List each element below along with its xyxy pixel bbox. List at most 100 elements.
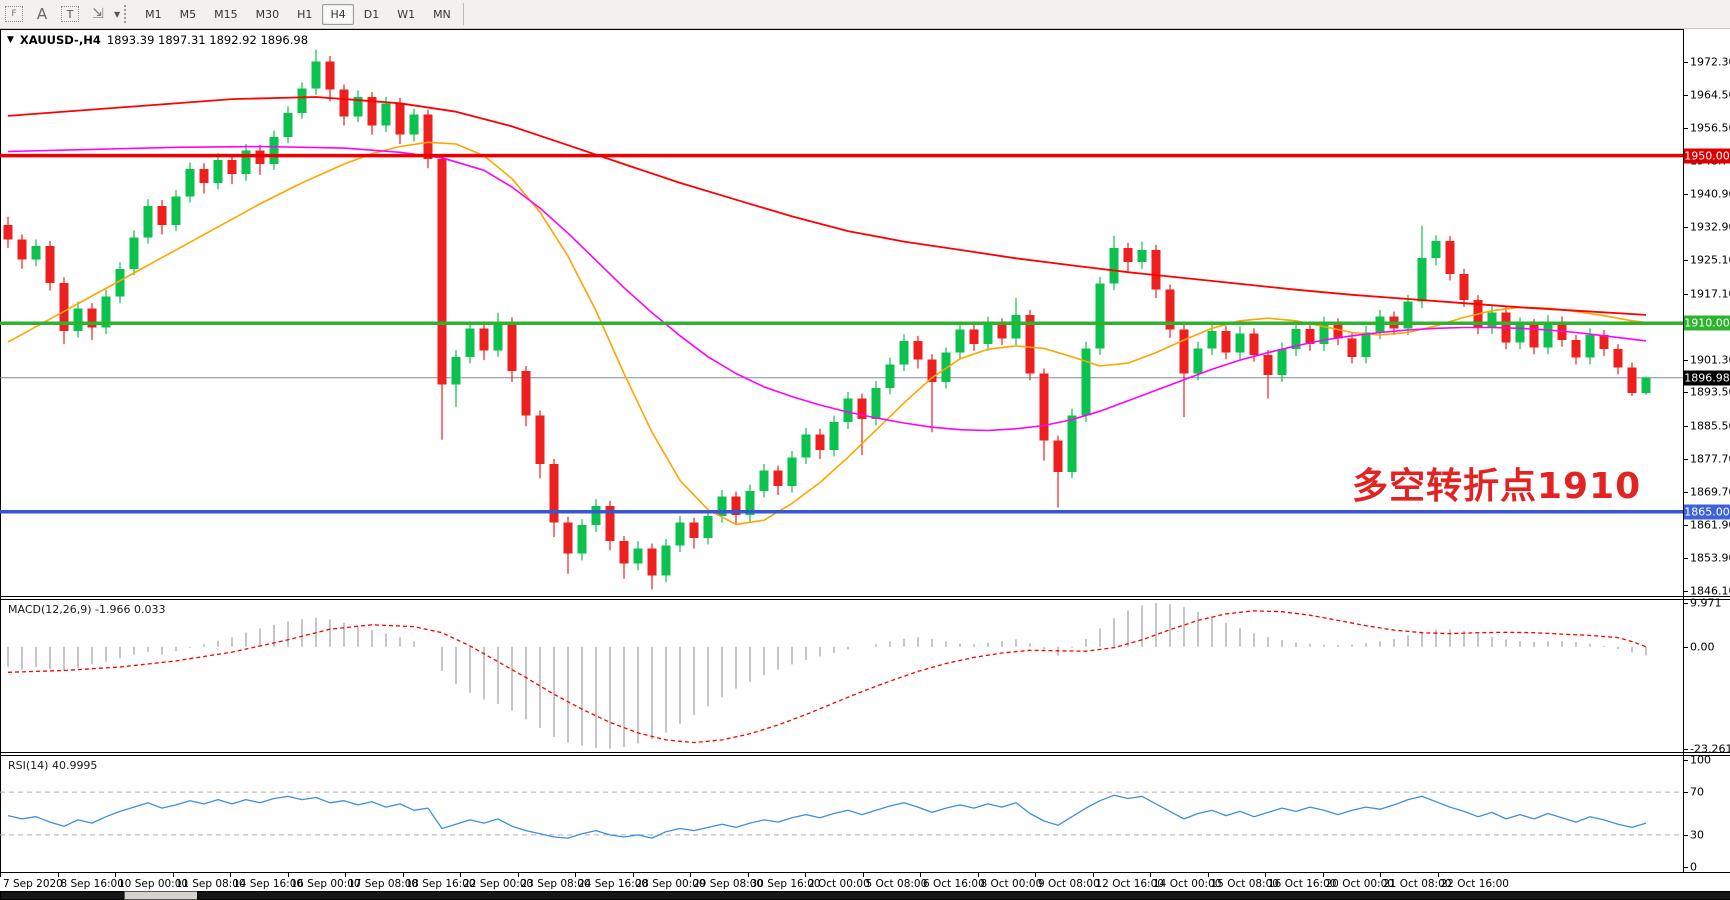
candle [1151, 244, 1161, 299]
macd-tick [1683, 646, 1688, 648]
ma-red-line [7, 96, 1647, 316]
date-label: 17 Sep 08:00 [348, 878, 419, 890]
date-tick [862, 873, 864, 877]
symbol-label: XAUUSD-,H4 [19, 33, 101, 47]
date-tick [1035, 873, 1036, 877]
candle [451, 350, 461, 408]
bottom-strip-segment[interactable] [197, 891, 1730, 900]
date-label: 30 Sep 16:00 [750, 878, 821, 890]
price-tick-label: 1940.90 [1690, 187, 1730, 201]
date-tick [1380, 873, 1381, 877]
candle [199, 163, 209, 194]
toolbar-drag-handle[interactable] [124, 5, 132, 23]
candle [437, 154, 447, 440]
date-label: 11 Sep 08:00 [175, 878, 246, 890]
text-box-icon[interactable]: T [58, 4, 82, 24]
price-tick [1683, 524, 1688, 526]
macd-label: MACD(12,26,9) -1.966 0.033 [8, 603, 166, 616]
candle [143, 199, 153, 244]
candle [227, 154, 237, 185]
price-tick-label: 1972.30 [1690, 55, 1730, 69]
tf-button-h1[interactable]: H1 [297, 7, 313, 21]
symbol-dropdown-icon[interactable]: ▼ [7, 35, 14, 45]
candle [745, 484, 755, 522]
tf-button-m30[interactable]: M30 [255, 7, 280, 21]
date-tick [977, 873, 979, 877]
candle [661, 539, 671, 583]
bottom-tab-strip [0, 890, 1730, 900]
ma-magenta-line [7, 145, 1647, 432]
candle [563, 516, 573, 574]
date-tick [1150, 873, 1151, 877]
date-tick [920, 873, 921, 877]
timeframe-buttons: M1 M5 M15 M30 H1 H4 D1 W1 MN [136, 3, 460, 25]
panel-splitter[interactable] [0, 752, 1730, 753]
candle [1039, 368, 1049, 461]
candle [493, 312, 503, 357]
tf-button-w1[interactable]: W1 [397, 7, 416, 21]
candle [1221, 325, 1231, 360]
candle [129, 230, 139, 276]
date-tick [172, 873, 174, 877]
date-label: 23 Sep 08:00 [520, 878, 591, 890]
tf-button-mn[interactable]: MN [433, 7, 451, 21]
macd-tick-label: 0.00 [1690, 640, 1715, 654]
price-tick-label: 1932.90 [1690, 220, 1730, 234]
candle [353, 90, 363, 123]
candle [255, 144, 265, 175]
ohlc-values: 1893.39 1897.31 1892.92 1896.98 [106, 33, 309, 47]
candle [1627, 362, 1637, 397]
cursor-arrows-icon[interactable]: ⇲ [92, 6, 104, 22]
bottom-strip-segment[interactable] [124, 891, 198, 900]
tf-button-h4[interactable]: H4 [322, 3, 354, 25]
candle [423, 109, 433, 169]
date-tick [287, 873, 289, 877]
rsi-label: RSI(14) 40.9995 [8, 759, 98, 772]
candle [115, 262, 125, 304]
date-label: 18 Sep 16:00 [405, 878, 476, 890]
price-badge-1896.98: 1896.98 [1684, 370, 1730, 386]
candle [801, 428, 811, 465]
tf-button-m1[interactable]: M1 [145, 7, 162, 21]
macd-tick [1683, 749, 1688, 750]
date-tick [517, 873, 519, 877]
candle [1571, 334, 1581, 365]
date-label: 5 Oct 08:00 [865, 878, 928, 890]
price-tick-label: 1869.70 [1690, 485, 1730, 499]
price-tick [1683, 128, 1688, 130]
candle [241, 143, 251, 181]
candle [479, 323, 489, 361]
price-tick-label: 1885.50 [1690, 419, 1730, 433]
candle [17, 234, 27, 269]
price-badge-1865.00: 1865.00 [1684, 504, 1730, 520]
candle [829, 415, 839, 457]
date-label: 6 Oct 16:00 [923, 878, 985, 890]
date-tick [345, 873, 346, 877]
candle [395, 97, 405, 144]
candle [1123, 242, 1133, 272]
date-label: 29 Sep 08:00 [693, 878, 764, 890]
candle [1445, 236, 1455, 281]
candle [759, 464, 769, 498]
grid-f-icon[interactable]: F [2, 4, 26, 24]
candle [1263, 350, 1273, 399]
tf-button-m15[interactable]: M15 [214, 7, 238, 21]
date-label: 15 Oct 08:00 [1210, 878, 1279, 890]
label-a-icon[interactable]: A [36, 5, 48, 23]
candle [171, 190, 181, 232]
dropdown-caret-icon[interactable]: ▼ [114, 9, 121, 19]
panel-splitter[interactable] [0, 596, 1730, 597]
tf-button-d1[interactable]: D1 [363, 7, 380, 21]
chart-widget: ▼ XAUUSD-,H4 1893.39 1897.31 1892.92 189… [0, 29, 1730, 890]
candle [535, 410, 545, 479]
price-tick-label: 1846.10 [1690, 584, 1730, 598]
rsi-tick [1683, 760, 1688, 761]
tf-button-m5[interactable]: M5 [179, 7, 197, 21]
date-tick [1437, 873, 1439, 877]
bottom-strip-segment[interactable] [0, 891, 125, 900]
candle [773, 465, 783, 496]
panel-left-border [0, 29, 1, 872]
date-label: 8 Oct 00:00 [980, 878, 1043, 890]
candle [815, 428, 825, 460]
